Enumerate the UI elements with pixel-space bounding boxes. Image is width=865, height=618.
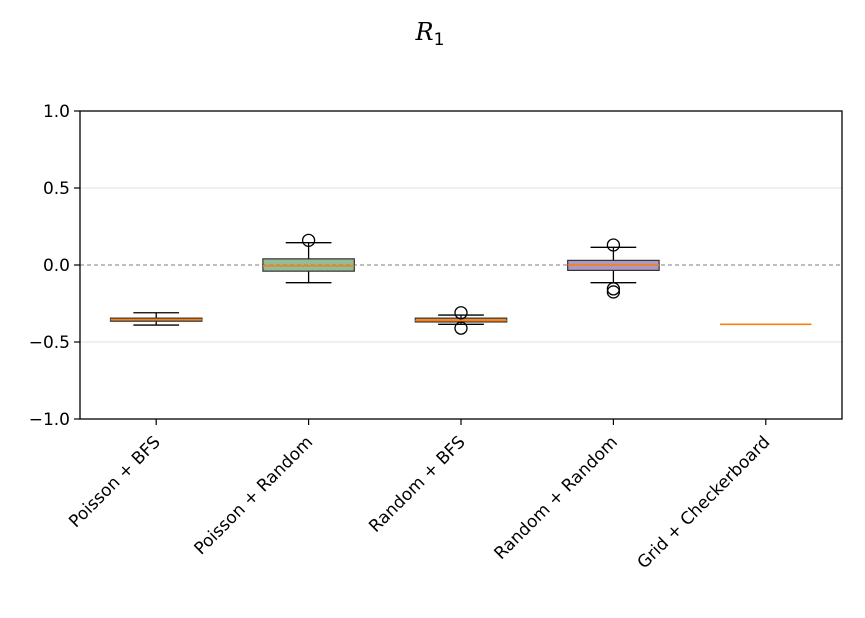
- x-tick-label: Random + Random: [491, 432, 622, 563]
- outlier-point: [606, 282, 621, 296]
- outlier-point: [454, 306, 468, 320]
- box-3: [567, 238, 660, 299]
- chart-title: R1: [415, 18, 445, 50]
- x-tick-label: Poisson + Random: [190, 432, 317, 559]
- chart-title-main: R: [415, 18, 434, 46]
- y-tick-label: 1.0: [43, 102, 70, 122]
- outlier-point: [606, 285, 621, 299]
- x-tick-label: Poisson + BFS: [65, 432, 164, 531]
- x-tick-label: Grid + Checkerboard: [634, 432, 775, 573]
- outlier-point: [606, 238, 621, 252]
- box-0: [109, 312, 203, 326]
- y-tick-label: −1.0: [29, 410, 70, 430]
- y-tick-label: 0.0: [43, 256, 70, 276]
- grid-layer: [80, 187, 842, 343]
- box-2: [414, 306, 508, 335]
- y-tick-label: 0.5: [43, 179, 70, 199]
- box-1: [262, 233, 355, 284]
- x-tick-label: Random + BFS: [365, 432, 469, 536]
- outlier-point: [301, 233, 316, 248]
- box-layer: [109, 233, 812, 335]
- chart-title-subscript: 1: [434, 30, 445, 50]
- outlier-point: [454, 321, 468, 335]
- y-tick-label: −0.5: [29, 333, 70, 353]
